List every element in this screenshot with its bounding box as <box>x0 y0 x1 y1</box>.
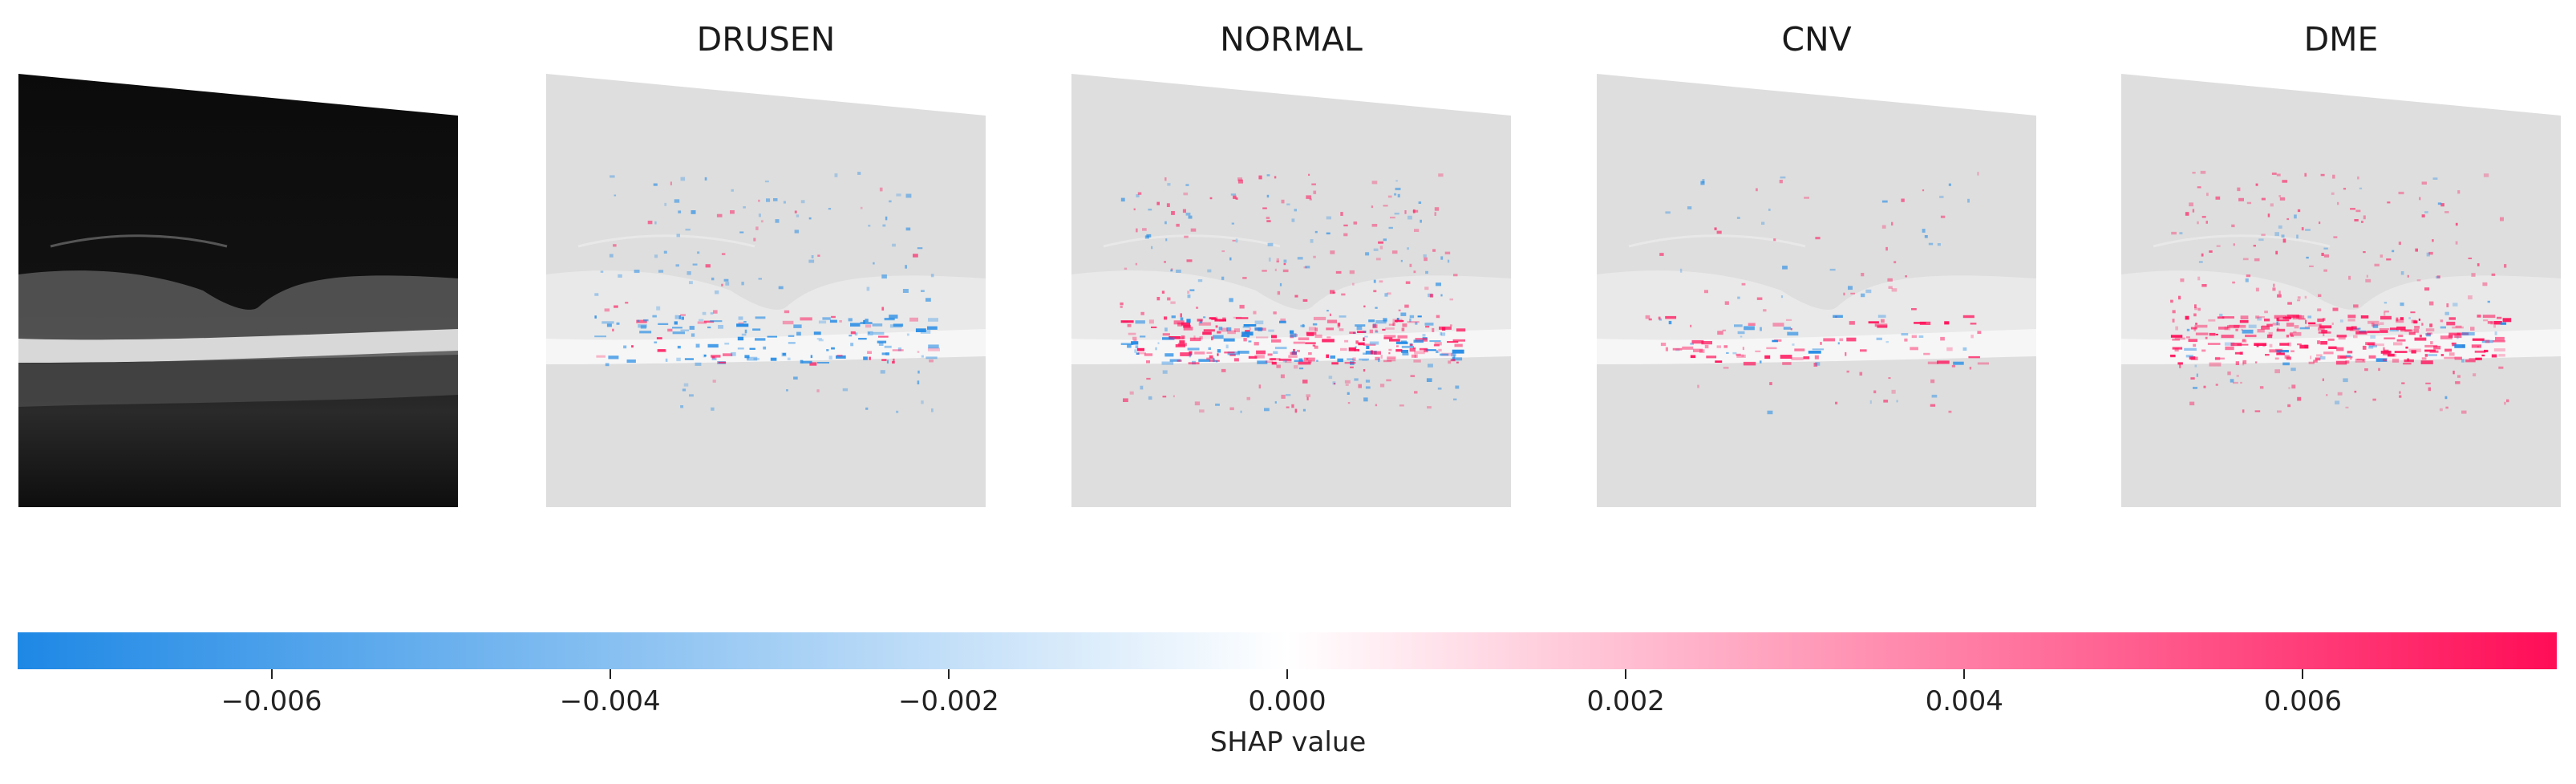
colorbar-tick-mark <box>2302 669 2304 679</box>
colorbar-tick-label: 0.004 <box>1925 685 2003 717</box>
colorbar-tick-label: 0.000 <box>1248 685 1326 717</box>
panel-title-dme: DME <box>2303 20 2379 59</box>
colorbar-tick-mark <box>1286 669 1288 679</box>
shap-panel-drusen <box>546 74 986 507</box>
colorbar-tick-label: −0.002 <box>897 685 999 717</box>
shap-map-normal <box>1071 74 1511 507</box>
colorbar-tick-mark <box>609 669 611 679</box>
colorbar-tick-label: 0.002 <box>1586 685 1665 717</box>
shap-panel-cnv <box>1597 74 2036 507</box>
colorbar-tick-mark <box>270 669 273 679</box>
colorbar-tick-label: −0.004 <box>559 685 661 717</box>
panel-title-drusen: DRUSEN <box>696 20 836 59</box>
shap-panel-normal <box>1071 74 1511 507</box>
oct-scan-panel <box>18 74 458 507</box>
panel-title-cnv: CNV <box>1781 20 1852 59</box>
colorbar-tick-mark <box>1963 669 1966 679</box>
colorbar-tick-mark <box>1625 669 1627 679</box>
oct-scan-image <box>18 74 458 507</box>
colorbar-tick-label: 0.006 <box>2263 685 2343 717</box>
panel-title-normal: NORMAL <box>1220 20 1363 59</box>
colorbar-tick-label: −0.006 <box>221 685 322 717</box>
colorbar-tick-mark <box>947 669 950 679</box>
shap-panel-dme <box>2121 74 2561 507</box>
shap-map-dme <box>2121 74 2561 507</box>
shap-map-cnv <box>1597 74 2036 507</box>
shap-map-drusen <box>546 74 986 507</box>
shap-colorbar <box>18 632 2557 669</box>
colorbar-label: SHAP value <box>1209 726 1367 758</box>
